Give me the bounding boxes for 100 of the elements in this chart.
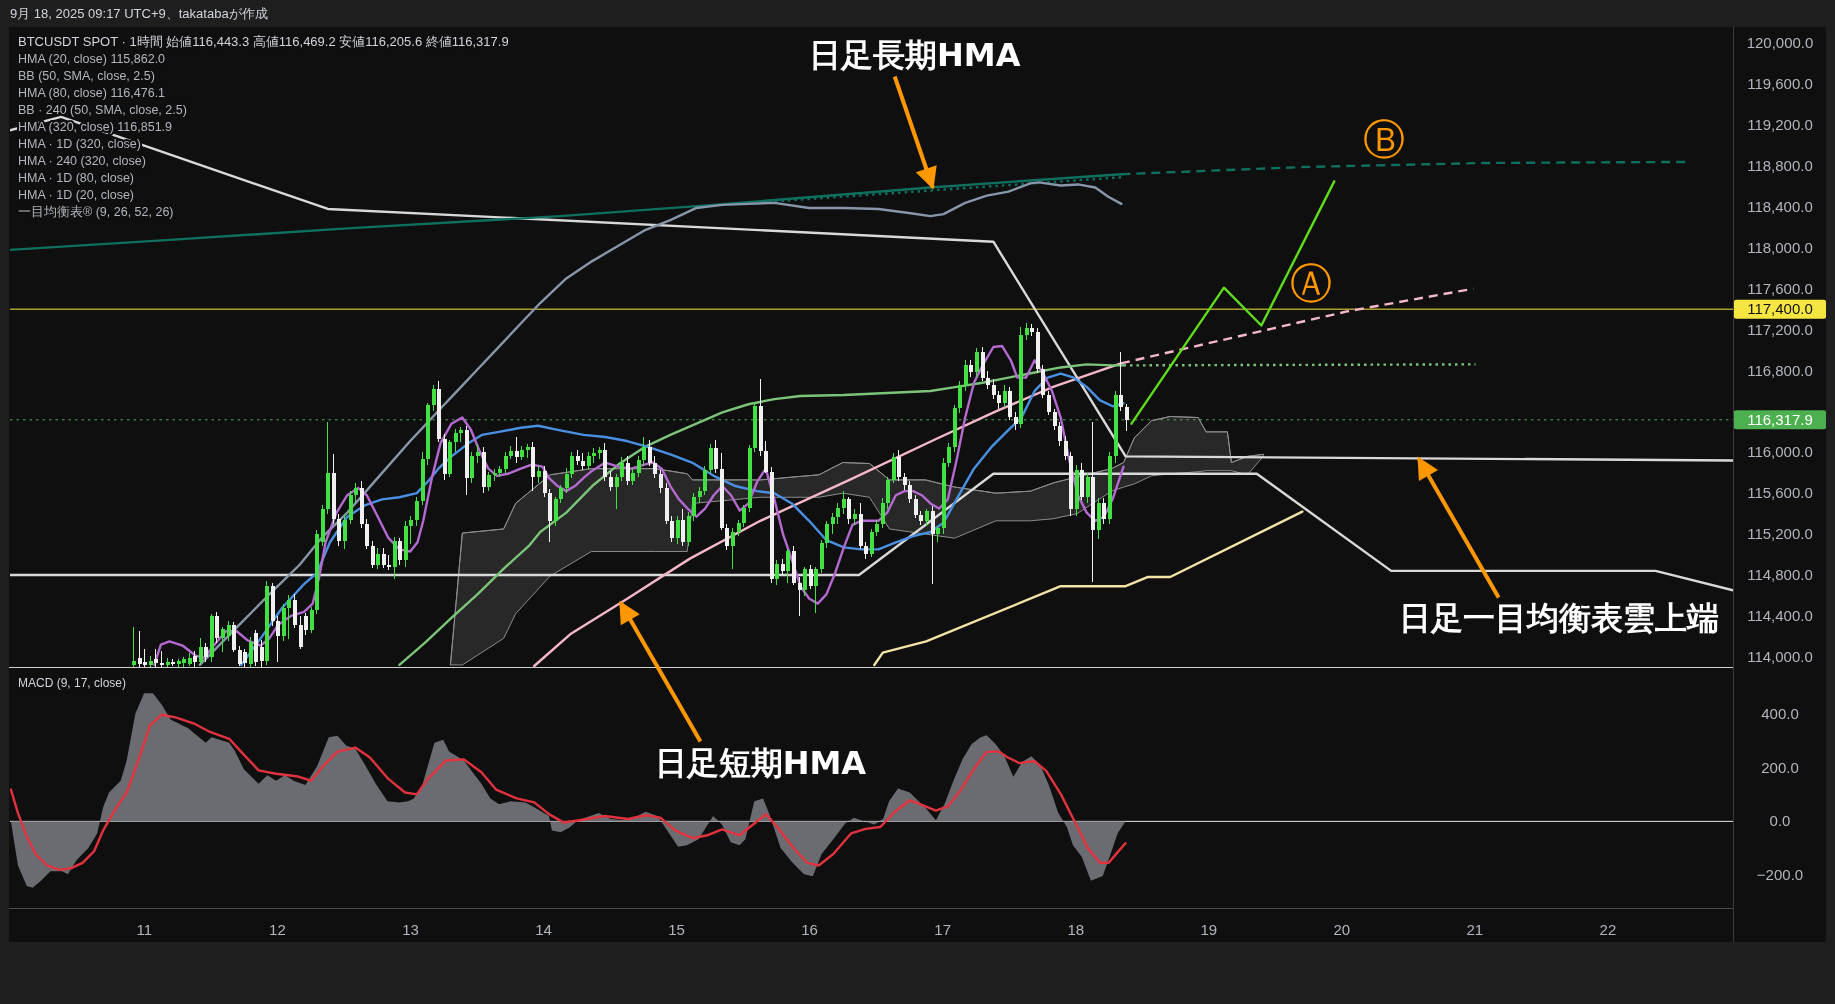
candlestick [831,512,835,535]
annotation: 日足一目均衡表雲上端 [1398,599,1719,638]
candlestick [958,380,962,414]
candlestick [221,626,225,653]
candlestick [487,471,491,492]
candlestick [803,566,807,597]
candlestick [892,452,896,484]
ref-line-label: 116,317.9 [1747,410,1813,428]
candlestick [1064,435,1068,461]
x-tick-label: 18 [1067,921,1085,938]
line-series [1130,180,1336,425]
candlestick [897,449,901,482]
y-tick-label: 114,400.0 [1747,606,1813,624]
candlestick [343,513,347,550]
candlestick [731,527,735,570]
y-tick-label: 114,000.0 [1747,647,1813,665]
candlestick [1053,408,1057,431]
candlestick [847,496,851,525]
candlestick [1058,421,1062,447]
line-series [198,181,1123,667]
x-tick-label: 22 [1599,921,1617,938]
y-tick-label: −200.0 [1756,865,1804,883]
candlestick [382,547,386,569]
candlestick [454,428,458,453]
candlestick [570,451,574,479]
candlestick [742,504,746,528]
candlestick [620,456,624,482]
candlestick [1119,351,1123,412]
candlestick [1086,472,1090,504]
candlestick [703,465,707,496]
candlestick [947,442,951,468]
candlestick [653,455,657,479]
candlestick [764,440,768,474]
annotation: HMA · 1D (80, close) [18,171,135,185]
candlestick [565,467,569,494]
y-tick-label: 116,800.0 [1747,361,1813,379]
y-tick-label: 116,000.0 [1747,443,1813,461]
candlestick [842,490,846,515]
candlestick [825,520,829,549]
candlestick [476,443,480,464]
candlestick [227,620,231,642]
annotation: 日足長期HMA [809,36,1021,75]
candlestick [470,451,474,484]
annotation: HMA (20, close) 115,862.0 [18,52,166,66]
candlestick [398,537,402,566]
candlestick [215,611,219,644]
data-label: Ⓑ [1363,115,1406,163]
candlestick [543,465,547,498]
x-tick-label: 21 [1466,921,1484,938]
candlestick [714,439,718,474]
annotation: BB · 240 (50, SMA, close, 2.5) [18,103,187,117]
text: BTCUSDT SPOT · 1時間 始値116,443.3 高値116,469.2 安値116,205.6 終値116,317.9 [18,34,509,49]
candlestick [709,443,713,474]
candlestick [204,642,208,663]
candlestick [798,576,802,617]
candlestick [992,378,996,400]
annotation: HMA · 1D (20, close) [18,188,135,202]
candlestick [931,505,935,585]
candlestick [786,548,790,584]
y-tick-label: 115,600.0 [1747,484,1813,502]
x-tick-label: 20 [1333,921,1351,938]
line-series [10,115,1733,462]
candlestick [997,390,1001,410]
candlestick [964,359,968,392]
candlestick [199,637,203,666]
candlestick [371,540,375,569]
candlestick [670,515,674,543]
candlestick [559,484,563,504]
candlestick [249,636,253,667]
candlestick [648,439,652,467]
candlestick [515,436,519,464]
y-tick-label: 115,200.0 [1747,525,1813,543]
candlestick [1125,403,1129,432]
candlestick [409,515,413,545]
y-tick-label: 117,200.0 [1747,320,1813,338]
candlestick [975,347,979,378]
ref-line-label: 117,400.0 [1747,300,1813,318]
candlestick [642,436,646,467]
candlestick [132,626,136,667]
candlestick [432,384,436,412]
y-tick-label: 0.0 [1769,812,1791,830]
candlestick [881,497,885,529]
candlestick [1047,390,1051,416]
candlestick [287,594,291,640]
candlestick [615,473,619,510]
text: MACD (9, 17, close) [18,676,127,690]
y-tick-label: 119,600.0 [1747,75,1813,93]
x-tick-label: 11 [136,921,153,938]
candlestick [914,494,918,519]
candlestick [692,492,696,522]
candlestick [725,523,729,551]
x-tick-label: 16 [801,921,818,938]
data-label: Ⓐ [1290,260,1333,308]
candlestick [886,476,890,510]
annotation: HMA (80, close) 116,476.1 [18,86,166,100]
candlestick [908,480,912,504]
x-tick-label: 12 [269,921,286,938]
chart-subtitle: 9月 18, 2025 09:17 UTC+9、takatabaが作成 [10,6,268,21]
annotation: 日足短期HMA [654,743,867,782]
y-tick-label: 118,000.0 [1747,238,1813,256]
